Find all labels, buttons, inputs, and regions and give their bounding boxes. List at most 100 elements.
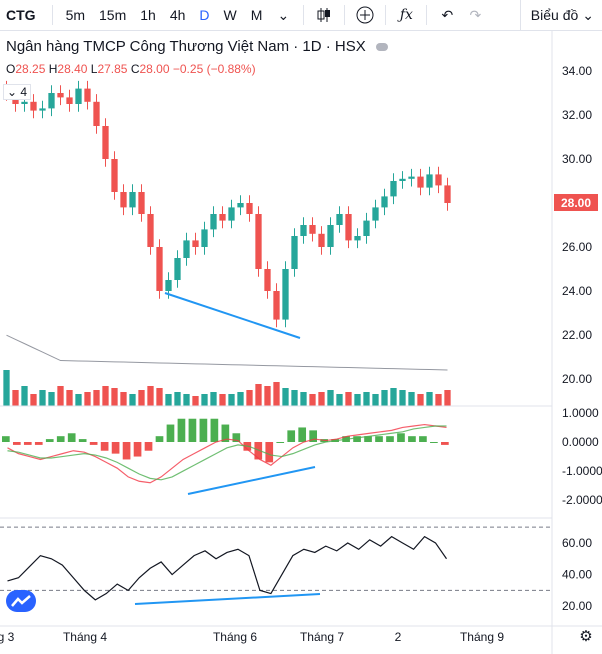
candle	[165, 280, 172, 291]
symbol-label[interactable]: CTG	[6, 7, 36, 23]
macd-histogram-bar	[364, 436, 372, 442]
volume-bar	[228, 394, 235, 406]
trendline-rsi[interactable]	[134, 593, 321, 605]
interval-15m[interactable]: 15m	[99, 7, 127, 23]
low-value: 27.85	[97, 62, 128, 76]
time-axis-label: Tháng 7	[300, 630, 344, 644]
time-axis-label: Tháng 9	[460, 630, 504, 644]
undo-icon[interactable]: ↶	[441, 6, 454, 23]
tradingview-logo-icon[interactable]	[6, 590, 36, 612]
candle	[435, 174, 442, 186]
macd-histogram-bar	[375, 436, 383, 442]
volume-bar	[66, 390, 73, 406]
macd-histogram-bar	[67, 433, 76, 442]
interval-w[interactable]: W	[223, 7, 237, 23]
candle	[336, 214, 343, 225]
volume-bar	[165, 394, 172, 406]
time-axis-label: Tháng 4	[63, 630, 107, 644]
ohlc-values: O28.25 H28.40 L27.85 C28.00 −0.25 (−0.88…	[6, 62, 256, 76]
macd-histogram-bar	[45, 439, 54, 442]
chevron-down-icon: ⌄	[7, 85, 18, 99]
macd-histogram-bar	[276, 442, 285, 443]
candle	[282, 269, 289, 320]
volume-bar	[300, 392, 307, 406]
interval-d[interactable]: D	[199, 7, 210, 23]
rsi-pane	[0, 526, 552, 601]
volume-bar	[84, 392, 91, 406]
candle	[147, 214, 154, 247]
candle	[354, 236, 361, 241]
candle	[345, 214, 352, 241]
price-axis-label: 30.00	[562, 152, 592, 166]
volume-bar	[57, 386, 64, 406]
rsi-line	[7, 535, 448, 601]
volume-bar	[336, 394, 343, 406]
volume-bar	[93, 390, 100, 406]
candle	[408, 176, 415, 179]
moving-average-line	[6, 334, 448, 371]
candle	[210, 214, 217, 230]
trendline-macd[interactable]	[187, 466, 316, 495]
candle	[363, 220, 370, 236]
series-title[interactable]: Ngân hàng TMCP Công Thương Việt Nam · 1D…	[6, 38, 366, 55]
change-value: −0.25 (−0.88%)	[172, 62, 256, 76]
chart-type-dropdown[interactable]: Biểu đồ ⌄	[519, 0, 602, 30]
indicator-count: 4	[20, 85, 28, 99]
candle	[381, 196, 388, 208]
macd-axis-label: 1.0000	[562, 406, 599, 420]
interval-m[interactable]: M	[250, 7, 263, 23]
candle	[291, 236, 298, 269]
volume-bar	[129, 394, 136, 406]
price-axis-label: 32.00	[562, 108, 592, 122]
macd-histogram-bar	[100, 442, 109, 451]
add-indicator-icon[interactable]	[351, 0, 379, 30]
interval-5m[interactable]: 5m	[65, 7, 86, 23]
volume-bar	[102, 386, 109, 406]
fx-icon[interactable]: ƒx	[399, 7, 413, 23]
volume-bar	[21, 386, 28, 406]
volume-bar	[237, 392, 244, 406]
candle	[156, 247, 163, 291]
chevron-down-icon[interactable]: ⌄	[277, 6, 290, 23]
price-axis-label: 22.00	[562, 328, 592, 342]
volume-bar	[201, 394, 208, 406]
macd-histogram-bar	[133, 442, 142, 457]
volume-pane	[3, 370, 451, 406]
macd-histogram-bar	[232, 433, 241, 442]
close-value: 28.00	[139, 62, 170, 76]
macd-histogram-bar	[199, 418, 208, 442]
candles-icon[interactable]	[310, 0, 338, 30]
volume-bar	[444, 390, 451, 406]
macd-histogram-bar	[78, 439, 87, 442]
volume-bar	[363, 392, 370, 406]
macd-histogram-bar	[166, 424, 175, 442]
volume-bar	[273, 382, 280, 406]
volume-bar	[408, 392, 415, 406]
candle	[327, 225, 334, 247]
collapse-legend-icon[interactable]	[375, 43, 388, 52]
candle	[300, 225, 307, 236]
interval-1h[interactable]: 1h	[140, 7, 156, 23]
volume-bar	[3, 370, 10, 406]
candle	[417, 176, 424, 188]
volume-bar	[372, 394, 379, 406]
volume-bar	[309, 394, 316, 406]
candle	[399, 178, 406, 181]
macd-axis-label: 0.0000	[562, 435, 599, 449]
interval-4h[interactable]: 4h	[169, 7, 186, 23]
settings-gear-icon[interactable]: ⚙	[579, 628, 592, 645]
volume-bar	[210, 392, 217, 406]
volume-bar	[12, 390, 19, 406]
trendline-price[interactable]	[164, 292, 301, 339]
volume-bar	[246, 390, 253, 406]
macd-histogram-bar	[210, 418, 219, 442]
redo-icon[interactable]: ↷	[469, 6, 482, 23]
candle	[39, 108, 46, 111]
candle	[30, 101, 37, 111]
macd-pane	[2, 418, 449, 484]
candle	[174, 258, 181, 280]
volume-bar	[138, 390, 145, 406]
top-toolbar: CTG 5m 15m 1h 4h D W M ⌄ ƒx ↶ ↷ Biểu đồ …	[0, 0, 602, 31]
indicator-toggle[interactable]: ⌄ 4	[3, 84, 32, 100]
